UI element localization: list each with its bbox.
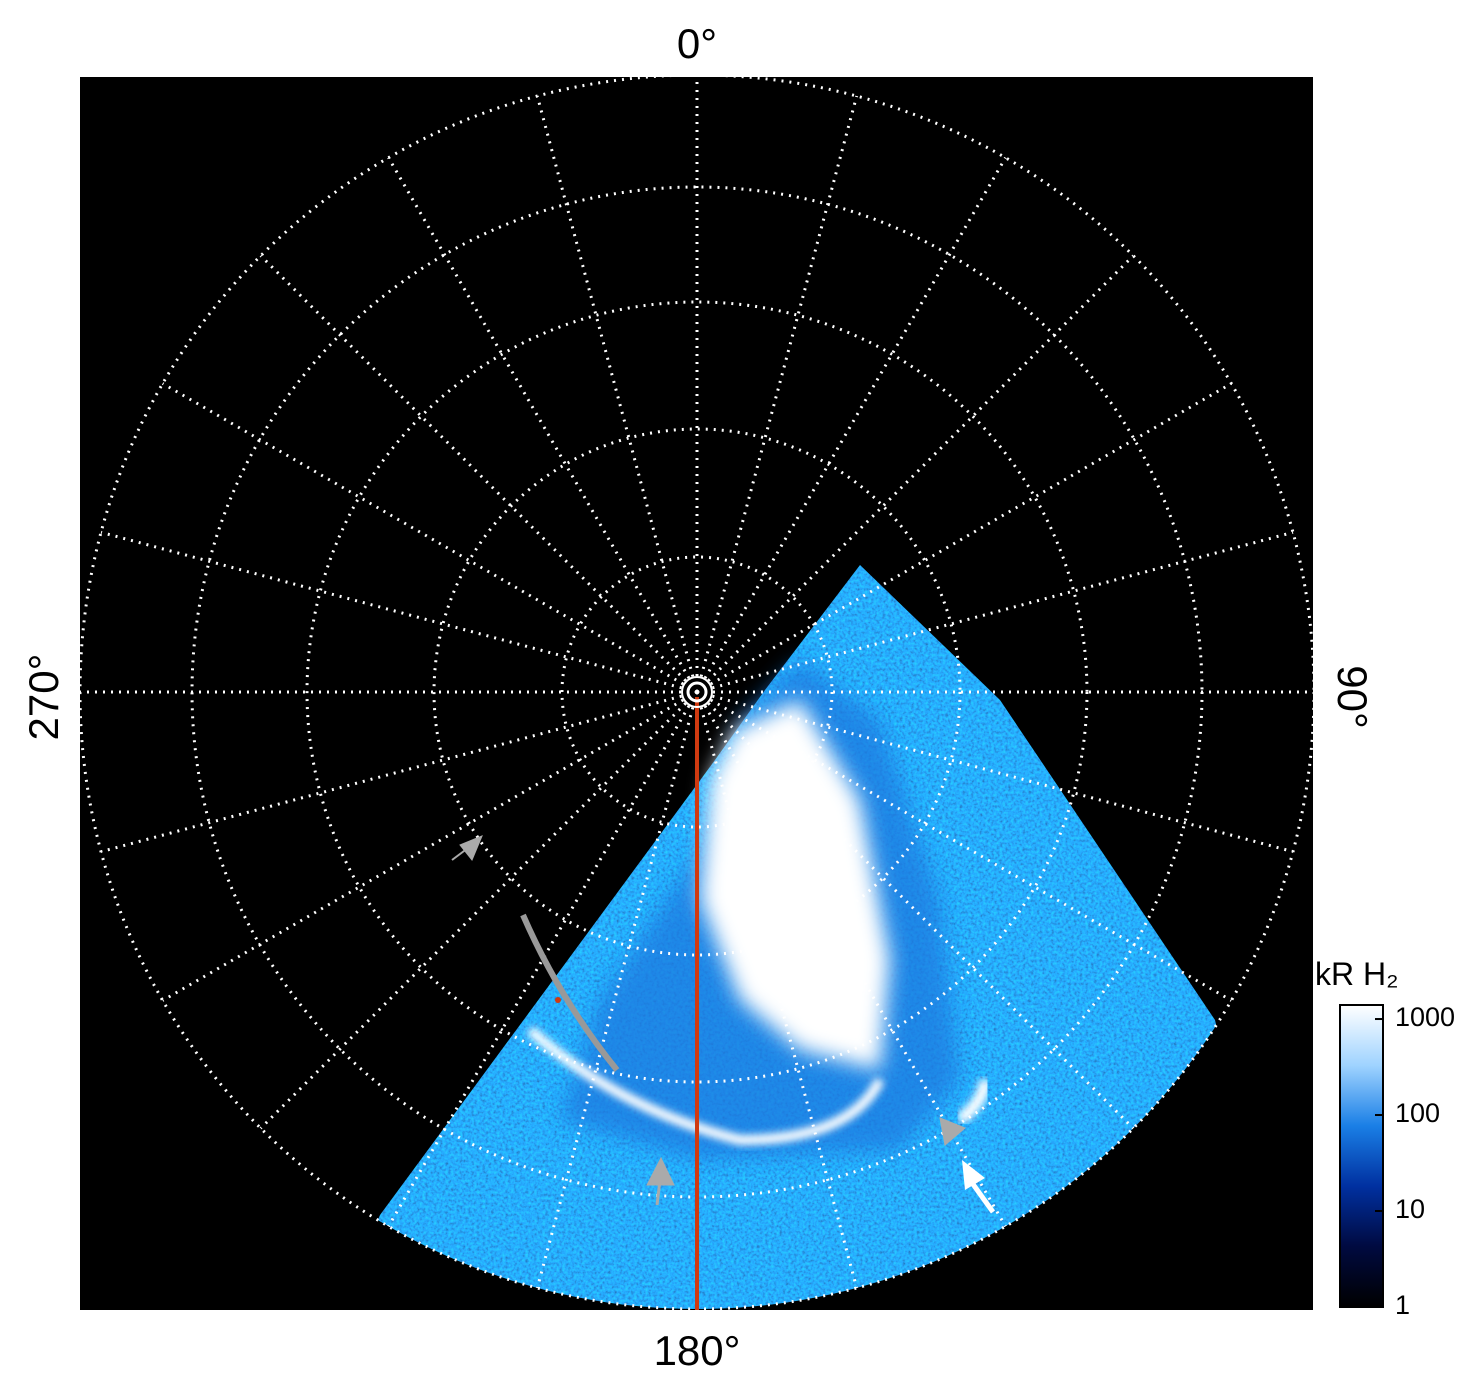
label-bottom: 180° [654,1327,741,1374]
arrow-head [646,1156,675,1186]
arrows [451,835,966,1206]
pole-marker [686,681,708,703]
label-right: 90° [1329,665,1376,729]
arc-dot [555,997,561,1003]
colorbar-tick-label: 10 [1395,1194,1425,1224]
colorbar-tick-label: 1000 [1395,1002,1455,1032]
colorbar-tick-label: 1 [1395,1290,1410,1320]
colorbar-tick-label: 100 [1395,1098,1440,1128]
pole-ring [681,676,713,708]
aurora-image [300,565,1300,1309]
colorbar: 1 10 100 1000 [1339,1002,1455,1320]
spot [956,1079,991,1125]
colorbar-fill [1339,1004,1384,1308]
main-oval [526,1026,885,1146]
colorbar-title: kR H₂ [1315,956,1399,992]
arrow-head [939,1117,966,1146]
white-arrow-head [962,1160,985,1190]
gray-arc [520,913,620,1072]
label-top: 0° [677,20,717,67]
aurora-bright [700,700,890,1070]
grid-circle [560,555,834,829]
label-left: 270° [20,654,67,741]
grid-circle [305,300,1089,1084]
white-arrow [967,1178,996,1214]
arrow-head [459,835,483,861]
grid-circle [432,427,962,957]
